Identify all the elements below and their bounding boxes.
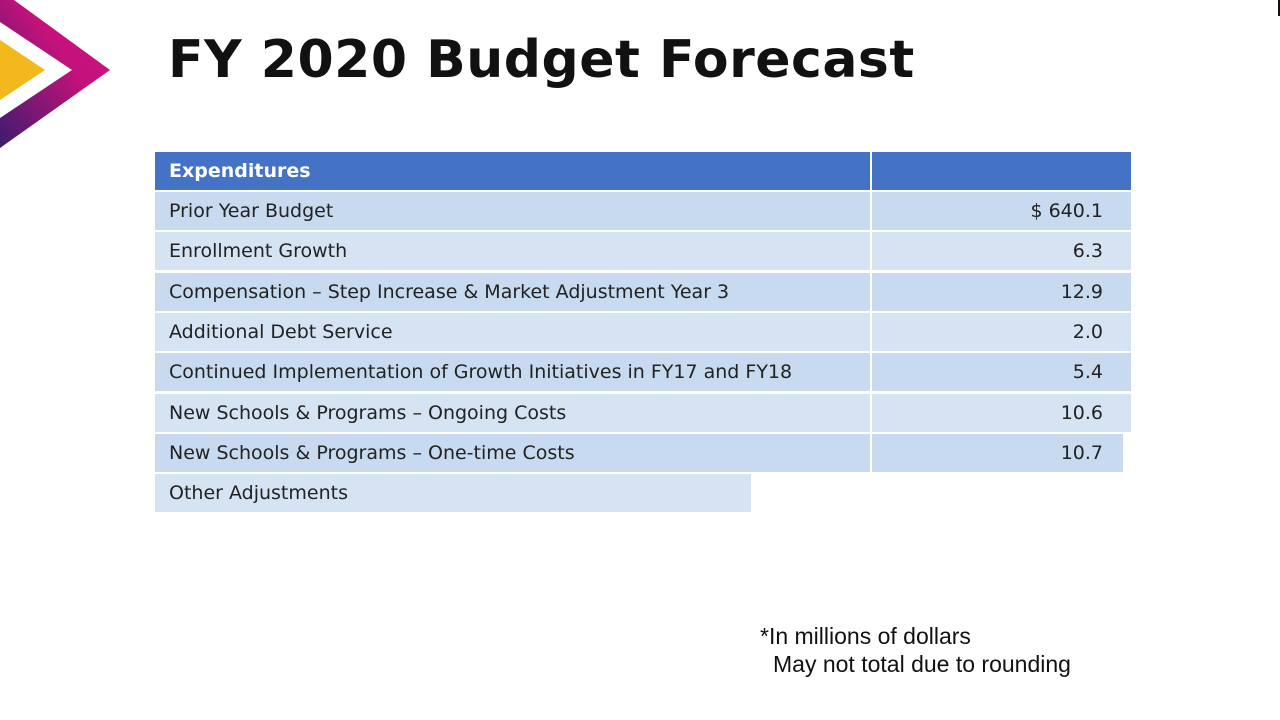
corner-mark bbox=[1278, 0, 1280, 16]
row-label: New Schools & Programs – Ongoing Costs bbox=[155, 394, 870, 432]
logo-arrow-icon bbox=[0, 0, 110, 148]
row-label: Continued Implementation of Growth Initi… bbox=[155, 353, 870, 391]
header-expenditures: Expenditures bbox=[155, 152, 870, 190]
row-label: Other Adjustments bbox=[155, 474, 751, 512]
row-label: Prior Year Budget bbox=[155, 192, 870, 230]
row-label: New Schools & Programs – One-time Costs bbox=[155, 434, 870, 472]
table-row: Other Adjustments bbox=[155, 474, 751, 512]
row-value: 6.3 bbox=[872, 232, 1131, 270]
row-label: Compensation – Step Increase & Market Ad… bbox=[155, 273, 870, 311]
row-value: 10.6 bbox=[872, 394, 1131, 432]
table-row: New Schools & Programs – One-time Costs … bbox=[155, 434, 1123, 472]
table-row: Additional Debt Service 2.0 bbox=[155, 313, 1131, 351]
slide-title: FY 2020 Budget Forecast bbox=[168, 30, 915, 90]
table-row: New Schools & Programs – Ongoing Costs 1… bbox=[155, 394, 1131, 432]
row-label: Enrollment Growth bbox=[155, 232, 870, 270]
footnote: *In millions of dollars May not total du… bbox=[760, 622, 1071, 678]
row-label: Additional Debt Service bbox=[155, 313, 870, 351]
row-value: 2.0 bbox=[872, 313, 1131, 351]
table-header: Expenditures bbox=[155, 152, 1131, 190]
footnote-rounding: May not total due to rounding bbox=[773, 651, 1071, 677]
row-value: 12.9 bbox=[872, 273, 1131, 311]
footnote-units: *In millions of dollars bbox=[760, 623, 971, 649]
row-value: 10.7 bbox=[872, 434, 1123, 472]
header-amount bbox=[872, 152, 1131, 190]
table-row: Enrollment Growth 6.3 bbox=[155, 232, 1131, 270]
table-row: Prior Year Budget $ 640.1 bbox=[155, 192, 1131, 230]
table-row: Compensation – Step Increase & Market Ad… bbox=[155, 273, 1131, 311]
table-row: Continued Implementation of Growth Initi… bbox=[155, 353, 1131, 391]
row-value: $ 640.1 bbox=[872, 192, 1131, 230]
row-value: 5.4 bbox=[872, 353, 1131, 391]
